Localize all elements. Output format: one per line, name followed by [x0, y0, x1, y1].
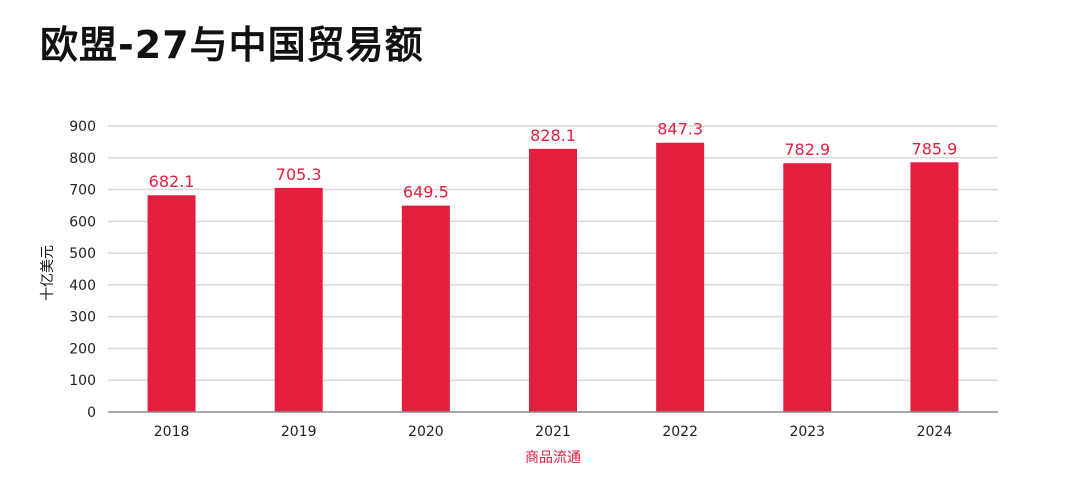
data-labels: 682.1 705.3 649.5 828.1 847.3 782.9 785.9: [149, 120, 958, 202]
x-tick-label-2021: 2021: [535, 424, 571, 440]
bars: [147, 142, 959, 413]
data-label-2024: 785.9: [912, 139, 958, 158]
y-tick-label: 900: [69, 119, 96, 135]
bar-2021: [529, 148, 577, 413]
y-tick-label: 500: [69, 246, 96, 262]
y-tick-label: 100: [69, 373, 96, 389]
y-tick-label: 200: [69, 341, 96, 357]
y-tick-label: 700: [69, 183, 96, 199]
data-label-2019: 705.3: [276, 165, 322, 184]
y-tick-label: 400: [69, 278, 96, 294]
y-tick-label: 600: [69, 214, 96, 230]
y-tick-label: 300: [69, 310, 96, 326]
x-tick-label-2019: 2019: [281, 424, 317, 440]
y-axis-tick-labels: 0 100 200 300 400 500 600 700 800 900: [69, 119, 96, 421]
y-axis-title: 十亿美元: [40, 245, 56, 301]
data-label-2018: 682.1: [149, 172, 195, 191]
x-axis-title: 商品流通: [525, 450, 581, 466]
bar-2022: [656, 142, 705, 412]
x-tick-label-2024: 2024: [917, 424, 953, 440]
x-axis-tick-labels: 2018 2019 2020 2021 2022 2023 2024: [154, 424, 953, 440]
y-tick-label: 0: [87, 405, 96, 421]
data-label-2021: 828.1: [530, 126, 576, 145]
data-label-2022: 847.3: [657, 120, 703, 139]
data-label-2023: 782.9: [784, 140, 830, 159]
x-tick-label-2023: 2023: [789, 424, 825, 440]
page-title: 欧盟-27与中国贸易额: [40, 23, 424, 67]
bar-2023: [783, 163, 832, 412]
bar-2019: [274, 187, 323, 412]
x-tick-label-2020: 2020: [408, 424, 444, 440]
y-tick-label: 800: [69, 151, 96, 167]
bar-2018: [147, 195, 196, 412]
data-label-2020: 649.5: [403, 183, 449, 202]
bar-2020: [401, 205, 450, 412]
bar-2024: [910, 162, 959, 412]
x-tick-label-2022: 2022: [662, 424, 698, 440]
x-tick-label-2018: 2018: [154, 424, 190, 440]
